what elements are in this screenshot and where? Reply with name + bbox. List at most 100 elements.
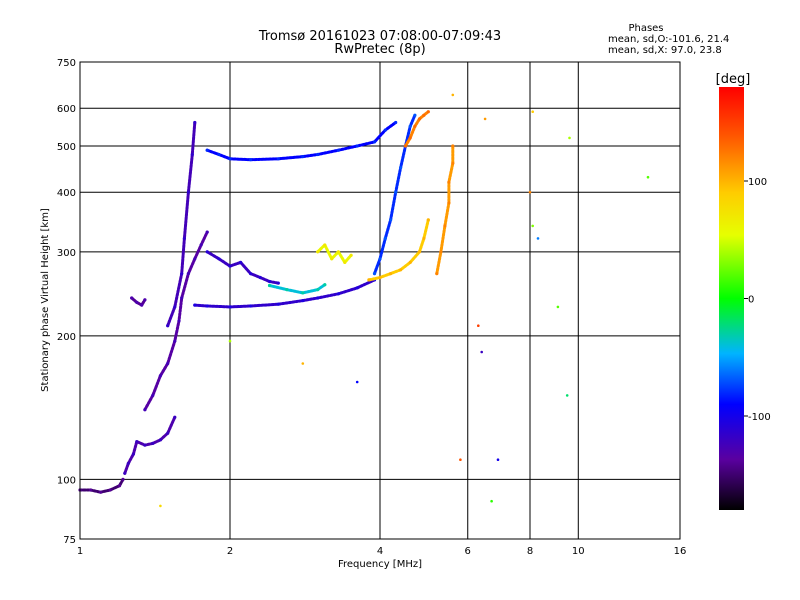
echo-point bbox=[123, 471, 127, 475]
echo-point bbox=[205, 148, 209, 152]
echo-point bbox=[367, 278, 371, 282]
echo-point bbox=[177, 319, 181, 323]
echo-point bbox=[435, 272, 439, 276]
echo-point bbox=[336, 250, 340, 254]
echo-point bbox=[249, 158, 253, 162]
echo-point bbox=[383, 128, 387, 132]
x-tick-label: 1 bbox=[77, 546, 83, 557]
stats-o-mode: mean, sd,O:-101.6, 21.4 bbox=[608, 34, 729, 45]
y-tick-label: 100 bbox=[57, 475, 76, 486]
echo-point bbox=[158, 374, 162, 378]
echo-point bbox=[343, 260, 347, 264]
echo-point bbox=[399, 166, 403, 170]
echo-point bbox=[140, 303, 144, 307]
echo-point bbox=[267, 283, 272, 288]
echo-point bbox=[131, 452, 135, 456]
echo-point bbox=[108, 488, 112, 492]
echo-point bbox=[422, 236, 426, 240]
scatter-point bbox=[490, 499, 493, 503]
scatter-point bbox=[646, 175, 650, 179]
echo-point bbox=[301, 155, 305, 159]
echo-point bbox=[258, 275, 262, 280]
scatter-point bbox=[301, 362, 305, 365]
echo-point bbox=[182, 236, 186, 240]
grid bbox=[80, 62, 680, 539]
echo-point bbox=[330, 257, 334, 261]
echo-point bbox=[239, 260, 243, 264]
echo-point bbox=[408, 260, 412, 264]
scatter-point bbox=[531, 224, 534, 228]
echo-point bbox=[186, 272, 190, 276]
echo-point bbox=[336, 148, 340, 152]
scatter-point bbox=[159, 504, 162, 508]
echo-point bbox=[158, 438, 162, 442]
echo-point bbox=[173, 415, 177, 419]
echo-point bbox=[323, 283, 327, 287]
echo-point bbox=[143, 443, 147, 447]
y-tick-label: 400 bbox=[57, 188, 76, 199]
echo-point bbox=[205, 250, 209, 254]
echo-point bbox=[89, 488, 93, 492]
echo-point bbox=[130, 296, 134, 300]
echo-point bbox=[389, 218, 393, 222]
x-tick-label: 10 bbox=[572, 546, 585, 557]
echo-point bbox=[408, 124, 412, 128]
y-tick-label: 500 bbox=[57, 142, 76, 153]
echo-point bbox=[186, 190, 190, 194]
echo-trace bbox=[205, 250, 280, 285]
echo-point bbox=[394, 120, 398, 125]
echo-point bbox=[426, 110, 430, 114]
echo-point bbox=[180, 272, 184, 276]
x-axis-ticks: 1 2 4 6 8 10 16 bbox=[77, 546, 687, 557]
colorbar-tick-label: -100 bbox=[748, 412, 771, 423]
echo-point bbox=[336, 292, 340, 296]
echo-point bbox=[166, 324, 170, 328]
scatter-point bbox=[536, 237, 540, 240]
echo-point bbox=[117, 484, 122, 488]
echo-point bbox=[173, 305, 177, 309]
x-tick-label: 6 bbox=[465, 546, 471, 557]
echo-point bbox=[151, 393, 155, 397]
echo-point bbox=[249, 272, 253, 276]
echo-point bbox=[403, 144, 408, 148]
echo-point bbox=[143, 298, 147, 302]
echo-point bbox=[99, 490, 103, 494]
scatter-point bbox=[528, 190, 532, 194]
echo-point bbox=[135, 300, 139, 304]
colorbar-ticks: 100 0 -100 bbox=[744, 177, 771, 423]
echo-point bbox=[143, 408, 147, 412]
echo-point bbox=[276, 281, 280, 285]
echo-point bbox=[316, 250, 320, 254]
colorbar bbox=[719, 87, 744, 510]
x-tick-label: 16 bbox=[674, 546, 687, 557]
echo-point bbox=[408, 136, 412, 140]
scatter-point bbox=[556, 305, 560, 309]
echo-point bbox=[355, 144, 359, 148]
colorbar-tick-label: 0 bbox=[748, 295, 754, 306]
echo-point bbox=[355, 286, 359, 290]
echo-point bbox=[135, 440, 139, 444]
echo-point bbox=[276, 157, 280, 161]
echo-point bbox=[316, 152, 320, 157]
echo-point bbox=[389, 272, 393, 276]
echo-point bbox=[166, 431, 170, 435]
echo-trace bbox=[205, 121, 398, 162]
echo-point bbox=[422, 113, 426, 117]
echo-point bbox=[199, 243, 203, 247]
chart-subtitle: RwPretec (8p) bbox=[334, 42, 425, 57]
echo-trace bbox=[193, 278, 376, 309]
echo-point bbox=[267, 279, 272, 284]
echo-point bbox=[417, 250, 422, 254]
echo-point bbox=[439, 250, 443, 254]
scatter-point bbox=[531, 110, 534, 113]
echo-point bbox=[180, 296, 184, 300]
echo-point bbox=[413, 124, 417, 128]
x-tick-label: 4 bbox=[377, 546, 383, 557]
scatter-point bbox=[496, 458, 500, 462]
echo-point bbox=[301, 291, 305, 295]
colorbar-label: [deg] bbox=[716, 72, 751, 87]
echo-point bbox=[205, 304, 209, 308]
echo-point bbox=[383, 236, 387, 240]
echo-point bbox=[228, 157, 232, 161]
